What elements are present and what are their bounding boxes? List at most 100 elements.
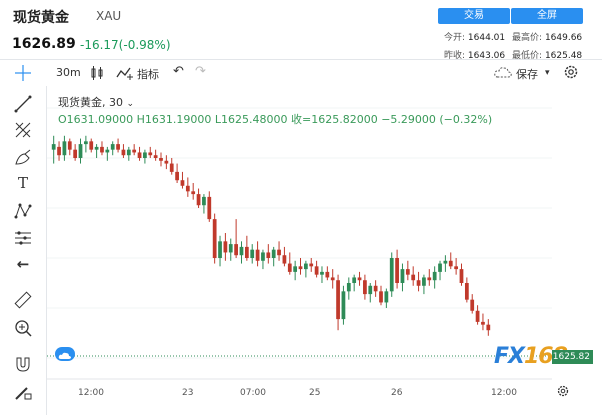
prev-close-label: 昨收: (444, 51, 466, 61)
candle-body (357, 277, 362, 281)
candle-body (218, 241, 222, 258)
x-axis-label: 23 (182, 388, 194, 398)
line-icon[interactable] (13, 94, 33, 114)
candle-body (51, 144, 56, 150)
candle-body (223, 241, 228, 253)
chart-plot-area[interactable] (47, 88, 552, 380)
settings-icon[interactable] (563, 64, 579, 84)
candle-body (180, 180, 185, 186)
candle-body (244, 246, 249, 258)
candle-body (432, 271, 437, 281)
chart-symbol-label[interactable]: 现货黄金, 30 ⌄ (58, 94, 134, 110)
candle-body (207, 196, 212, 220)
candle-body (105, 149, 110, 153)
candle-body (298, 266, 303, 270)
candle-body (475, 310, 480, 322)
candle-body (395, 258, 399, 283)
candle-body (368, 285, 373, 295)
candle-body (255, 249, 260, 261)
candle-body (341, 291, 346, 320)
high-value: 1649.66 (544, 33, 583, 43)
price-chart[interactable] (47, 88, 552, 384)
candle-body (261, 252, 265, 261)
x-axis-label: 25 (309, 388, 321, 398)
candle-body (454, 266, 458, 270)
candle-body (411, 274, 416, 281)
candle-body (287, 263, 292, 272)
cloud-sync-icon[interactable] (55, 347, 75, 361)
pencil-lock-icon[interactable] (13, 382, 33, 402)
candle-body (100, 146, 104, 153)
prev-close-value: 1643.06 (467, 51, 506, 61)
pattern-icon[interactable] (13, 201, 33, 221)
text-icon[interactable]: T (17, 174, 28, 192)
x-axis-label: 12:00 (78, 388, 104, 398)
zoom-in-icon[interactable] (13, 318, 33, 338)
candle-body (202, 196, 206, 206)
x-axis-label: 12:00 (491, 388, 517, 398)
candle-body (373, 285, 378, 292)
chart-symbol-text: 现货黄金, 30 (58, 96, 123, 109)
cloud-icon[interactable] (493, 64, 513, 84)
candle-body (277, 249, 281, 256)
candle-body (309, 263, 314, 267)
candle-body (159, 158, 163, 161)
candle-type-icon[interactable] (89, 65, 105, 85)
candle-body (282, 255, 287, 264)
stats-row-2: 昨收: 1643.06 最低价: 1625.48 (444, 48, 582, 61)
candle-body (191, 191, 196, 195)
undo-icon[interactable]: ↶ (173, 64, 184, 79)
fib-icon[interactable] (13, 120, 33, 140)
low-label: 最低价: (512, 51, 543, 61)
candle-body (325, 271, 330, 278)
candle-body (422, 277, 426, 286)
projection-icon[interactable] (13, 228, 33, 248)
candle-body (379, 291, 383, 303)
candle-body (62, 141, 67, 156)
back-arrow-icon[interactable]: ← (16, 255, 30, 273)
candle-body (271, 249, 276, 258)
crosshair-icon[interactable] (14, 64, 32, 82)
redo-icon[interactable]: ↷ (195, 64, 206, 79)
instrument-code: XAU (96, 9, 122, 23)
candle-body (438, 263, 442, 272)
candle-body (336, 280, 340, 320)
candle-body (175, 171, 179, 181)
instrument-title: 现货黄金 (13, 10, 69, 26)
candle-body (57, 146, 61, 156)
candle-body (405, 269, 410, 275)
header-divider (0, 59, 602, 60)
x-axis-label: 07:00 (240, 388, 266, 398)
candle-body (132, 149, 137, 153)
candle-body (212, 219, 217, 258)
axis-settings-icon[interactable] (556, 383, 570, 402)
open-value: 1644.01 (467, 33, 506, 43)
candle-body (481, 321, 485, 325)
save-button[interactable]: 保存 (516, 68, 538, 81)
candle-body (416, 280, 421, 286)
brush-icon[interactable] (13, 148, 33, 168)
chevron-down-icon[interactable]: ⌄ (126, 99, 135, 109)
candle-body (89, 141, 94, 150)
save-dropdown-icon[interactable]: ▾ (545, 68, 550, 78)
trade-button[interactable]: 交易 (438, 8, 510, 24)
candle-body (330, 277, 335, 281)
candle-body (239, 246, 244, 256)
candle-body (352, 277, 357, 283)
ruler-icon[interactable] (13, 290, 33, 310)
candle-body (137, 152, 142, 158)
candle-body (304, 263, 308, 270)
fullscreen-button[interactable]: 全屏 (511, 8, 583, 24)
magnet-icon[interactable] (13, 354, 33, 374)
candle-body (389, 258, 394, 292)
indicators-icon[interactable] (116, 65, 134, 85)
candle-body (459, 269, 464, 283)
interval-selector[interactable]: 30m (56, 66, 81, 79)
candle-body (250, 249, 255, 258)
candle-body (464, 283, 469, 300)
candle-body (346, 283, 351, 292)
candle-body (73, 149, 78, 158)
candle-body (320, 271, 324, 275)
candle-body (148, 152, 153, 156)
indicators-button[interactable]: 指标 (137, 68, 159, 81)
